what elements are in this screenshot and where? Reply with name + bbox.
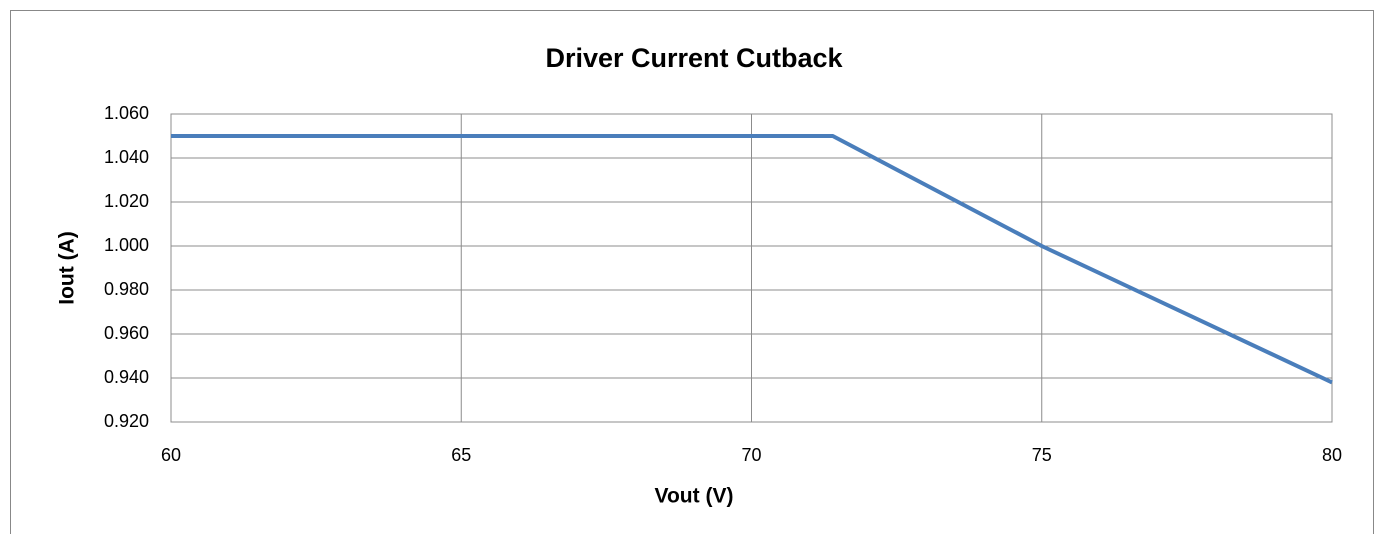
y-tick-label: 1.040	[104, 147, 149, 167]
y-axis-label: Iout (A)	[56, 231, 79, 304]
line-series	[171, 134, 1333, 385]
plot-border	[170, 113, 1333, 423]
y-tick-label: 0.920	[104, 411, 149, 431]
chart-border	[10, 10, 1374, 534]
y-tick-label: 0.960	[104, 323, 149, 343]
y-tick-label: 1.060	[104, 103, 149, 123]
y-tick-label: 0.980	[104, 279, 149, 299]
chart-title: Driver Current Cutback	[545, 43, 843, 73]
x-tick-label: 80	[1322, 445, 1342, 465]
x-tick-label: 60	[161, 445, 181, 465]
x-tick-label: 65	[451, 445, 471, 465]
x-axis-label: Vout (V)	[655, 485, 734, 508]
y-tick-label: 0.940	[104, 367, 149, 387]
x-tick-label: 70	[741, 445, 761, 465]
x-tick-label: 75	[1032, 445, 1052, 465]
y-tick-label: 1.020	[104, 191, 149, 211]
y-tick-label: 1.000	[104, 235, 149, 255]
